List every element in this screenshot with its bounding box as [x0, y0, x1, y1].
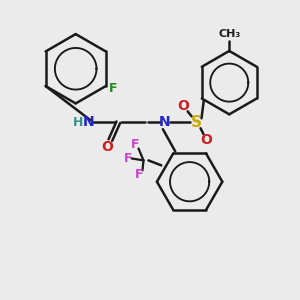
Text: N: N	[159, 115, 171, 129]
Text: F: F	[131, 138, 140, 151]
Text: S: S	[191, 115, 202, 130]
Text: O: O	[200, 133, 212, 147]
Text: H: H	[73, 116, 83, 129]
Text: F: F	[123, 152, 132, 165]
Text: O: O	[101, 140, 113, 154]
Text: F: F	[135, 168, 144, 181]
Text: N: N	[83, 115, 94, 129]
Text: F: F	[109, 82, 117, 94]
Text: O: O	[177, 99, 189, 113]
Text: CH₃: CH₃	[218, 29, 240, 39]
